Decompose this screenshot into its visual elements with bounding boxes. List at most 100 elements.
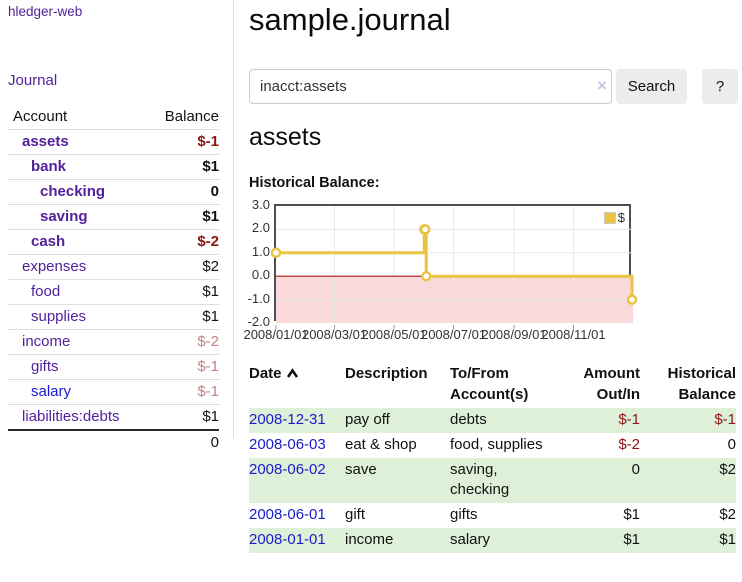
account-link-liabilities:debts[interactable]: liabilities:debts	[22, 408, 120, 425]
transaction-date-cell: 2008-12-31	[249, 408, 345, 433]
x-axis-label: 2008/03/01	[301, 327, 368, 342]
chart-title: Historical Balance:	[249, 175, 380, 191]
sidebar-divider	[233, 0, 234, 438]
transaction-amount: $-2	[618, 436, 640, 453]
x-axis-label: 2008/05/01	[361, 327, 427, 342]
help-button[interactable]: ?	[702, 69, 738, 104]
search-input[interactable]	[249, 69, 612, 104]
chart-legend: $	[603, 210, 625, 225]
account-link-food[interactable]: food	[31, 283, 61, 300]
account-balance: $-2	[145, 329, 219, 355]
x-axis-label: 2008/09/01	[481, 327, 547, 342]
account-row: gifts $-1	[8, 354, 219, 380]
account-balance: $-1	[145, 379, 219, 405]
account-balance: $1	[145, 204, 219, 230]
page-title: sample.journal	[249, 2, 451, 37]
balance-chart-plot: $	[270, 204, 638, 329]
account-link-saving[interactable]: saving	[40, 208, 88, 225]
account-row: food $1	[8, 279, 219, 305]
account-name-cell: expenses	[8, 254, 146, 280]
account-row: checking 0	[8, 179, 219, 205]
account-balance: $-1	[145, 354, 219, 380]
transaction-balance: $1	[640, 528, 736, 553]
transaction-balance: 0	[727, 436, 736, 453]
account-name-cell: assets	[8, 129, 146, 155]
account-row: liabilities:debts $1	[8, 404, 219, 430]
account-link-gifts[interactable]: gifts	[31, 358, 59, 375]
transaction-row: 2008-06-01 gift gifts $1 $2	[249, 503, 736, 528]
register-header-amount-outin: Amount Out/In	[583, 365, 640, 403]
account-name-cell: food	[8, 279, 146, 305]
transaction-row: 2008-06-03 eat & shop food, supplies $-2…	[249, 433, 736, 458]
transaction-description: save	[345, 458, 450, 503]
account-name-cell: cash	[8, 229, 146, 255]
transaction-balance: $2	[719, 506, 736, 523]
transaction-date-link[interactable]: 2008-12-31	[249, 411, 326, 428]
account-balance: $-2	[145, 229, 219, 255]
transaction-date-link[interactable]: 2008-06-03	[249, 436, 326, 453]
app-title-link[interactable]: hledger-web	[8, 4, 83, 19]
account-name-cell: liabilities:debts	[8, 404, 146, 430]
account-name-cell: checking	[8, 179, 146, 205]
transaction-date-link[interactable]: 2008-06-01	[249, 506, 326, 523]
transaction-date-cell: 2008-06-02	[249, 458, 345, 503]
account-link-supplies[interactable]: supplies	[31, 308, 87, 325]
account-row: cash $-2	[8, 229, 219, 255]
register-header-description: Description	[345, 365, 428, 382]
sidebar-item-journal[interactable]: Journal	[8, 72, 58, 89]
transaction-amount: $1	[623, 506, 640, 523]
legend-label: $	[617, 210, 625, 225]
account-link-assets[interactable]: assets	[22, 133, 69, 150]
accounts-total-value: 0	[145, 429, 219, 455]
transaction-amount: $-1	[550, 408, 640, 433]
account-row: saving $1	[8, 204, 219, 230]
legend-swatch-dollar	[603, 211, 616, 224]
account-link-cash[interactable]: cash	[31, 233, 66, 250]
y-axis-label: 0.0	[251, 267, 270, 283]
transaction-amount: $1	[550, 528, 640, 553]
transaction-date-cell: 2008-06-03	[249, 433, 345, 458]
account-link-bank[interactable]: bank	[31, 158, 67, 175]
account-balance: 0	[145, 179, 219, 205]
y-axis-label: 1.0	[251, 243, 270, 259]
accounts-total-row: 0	[8, 429, 219, 455]
account-row: salary $-1	[8, 379, 219, 405]
account-row: expenses $2	[8, 254, 219, 280]
account-link-salary[interactable]: salary	[31, 383, 72, 400]
search-button[interactable]: Search	[616, 69, 687, 104]
account-heading: assets	[249, 123, 322, 151]
transaction-date-link[interactable]: 2008-06-02	[249, 461, 326, 478]
account-name-cell: salary	[8, 379, 146, 405]
account-row: bank $1	[8, 154, 219, 180]
x-axis-label: 2008/01/01	[243, 327, 309, 342]
accounts-header-account: Account	[13, 108, 68, 125]
transaction-row: 2008-12-31 pay off debts $-1 $-1	[249, 408, 736, 433]
account-balance: $1	[145, 404, 219, 430]
transaction-accounts: gifts	[450, 506, 478, 523]
account-balance: $1	[145, 154, 219, 180]
transaction-date-link[interactable]: 2008-01-01	[249, 531, 326, 548]
transaction-amount: 0	[550, 458, 640, 503]
y-axis-label: -2.0	[247, 314, 270, 329]
y-axis-label: 3.0	[251, 197, 270, 212]
transaction-accounts: saving, checking	[450, 458, 550, 503]
x-axis-label: 2008/07/01	[420, 327, 487, 342]
account-link-income[interactable]: income	[22, 333, 71, 350]
register-header-date[interactable]: Date	[249, 361, 345, 408]
account-row: supplies $1	[8, 304, 219, 330]
account-link-expenses[interactable]: expenses	[22, 258, 87, 275]
account-balance: $-1	[145, 129, 219, 155]
chart-canvas	[270, 206, 638, 329]
account-row: assets $-1	[8, 129, 219, 155]
account-link-checking[interactable]: checking	[40, 183, 106, 200]
account-name-cell: income	[8, 329, 146, 355]
clear-search-icon[interactable]: ×	[597, 76, 607, 95]
account-balance: $1	[145, 279, 219, 305]
transaction-row: 2008-01-01 income salary $1 $1	[249, 528, 736, 553]
sort-asc-icon	[286, 368, 298, 378]
register-header-historical-balance: Historical Balance	[667, 365, 736, 403]
transaction-row: 2008-06-02 save saving, checking 0 $2	[249, 458, 736, 503]
accounts-header-balance: Balance	[164, 108, 219, 125]
account-name-cell: supplies	[8, 304, 146, 330]
y-axis-label: 2.0	[251, 220, 270, 236]
